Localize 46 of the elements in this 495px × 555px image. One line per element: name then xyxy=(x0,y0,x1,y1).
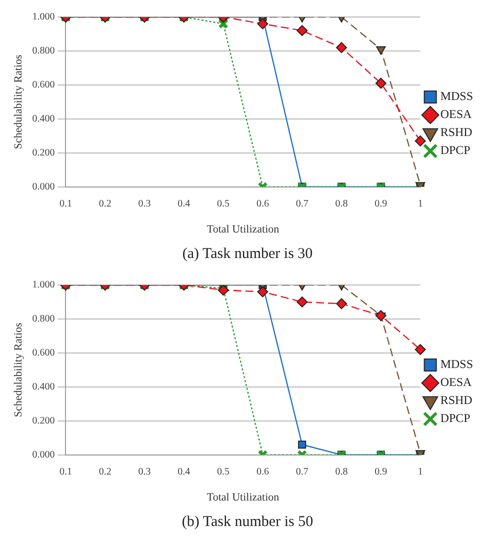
x-tick-label: 0.3 xyxy=(138,466,151,478)
text: (b) Task number is 50 xyxy=(180,514,314,531)
x-tick-label: 0.5 xyxy=(217,198,230,210)
legend-label: RSHD xyxy=(440,125,473,140)
y-tick-label: 0.800 xyxy=(32,314,55,325)
x-tick-label: 0.4 xyxy=(178,198,190,210)
y-tick-label: 0.400 xyxy=(32,114,55,125)
x-axis-title: Total Utilization xyxy=(206,491,280,504)
x-tick-label: 0.9 xyxy=(374,198,388,210)
y-tick-label: 0.600 xyxy=(32,80,55,91)
y-tick-label: 1.000 xyxy=(32,280,55,291)
x-tick-label: 0.7 xyxy=(296,466,308,478)
x-tick-label: 0.6 xyxy=(256,466,269,478)
legend-label: DPCP xyxy=(440,143,471,158)
x-tick-label: 0.1 xyxy=(59,198,72,210)
x-tick-label: 0.9 xyxy=(374,466,388,478)
y-tick-label: 0.400 xyxy=(32,382,55,393)
x-tick-label: 0.4 xyxy=(178,466,190,478)
x-tick-label: 1 xyxy=(418,198,423,210)
x-tick-label: 0.2 xyxy=(98,466,112,478)
x-tick-label: 0.8 xyxy=(335,466,348,478)
y-tick-label: 0.200 xyxy=(32,415,55,426)
x-tick-label: 0.6 xyxy=(256,198,269,210)
y-axis-title: Schedulability Ratios xyxy=(12,322,24,418)
x-tick-label: 0.3 xyxy=(138,198,151,210)
y-tick-label: 0.000 xyxy=(32,449,55,460)
x-tick-label: 1 xyxy=(418,466,423,478)
y-tick-label: 0.600 xyxy=(32,348,55,359)
x-tick-label: 0.7 xyxy=(296,198,308,210)
y-tick-label: 0.800 xyxy=(32,46,55,57)
x-tick-label: 0.2 xyxy=(98,198,112,210)
x-tick-label: 0.8 xyxy=(335,198,348,210)
legend-label: MDSS xyxy=(440,89,474,104)
legend-label: OESA xyxy=(440,107,472,122)
legend-label: MDSS xyxy=(440,357,474,372)
text: (a) Task number is 30 xyxy=(181,246,314,263)
x-tick-label: 0.5 xyxy=(217,466,230,478)
y-tick-label: 0.000 xyxy=(32,181,55,192)
x-tick-label: 0.1 xyxy=(59,466,72,478)
legend-label: RSHD xyxy=(440,393,473,408)
x-axis-title: Total Utilization xyxy=(206,223,280,236)
legend-label: OESA xyxy=(440,375,472,390)
y-axis-title: Schedulability Ratios xyxy=(12,54,24,150)
y-tick-label: 1.000 xyxy=(32,12,55,23)
legend-label: DPCP xyxy=(440,411,471,426)
y-tick-label: 0.200 xyxy=(32,147,55,158)
